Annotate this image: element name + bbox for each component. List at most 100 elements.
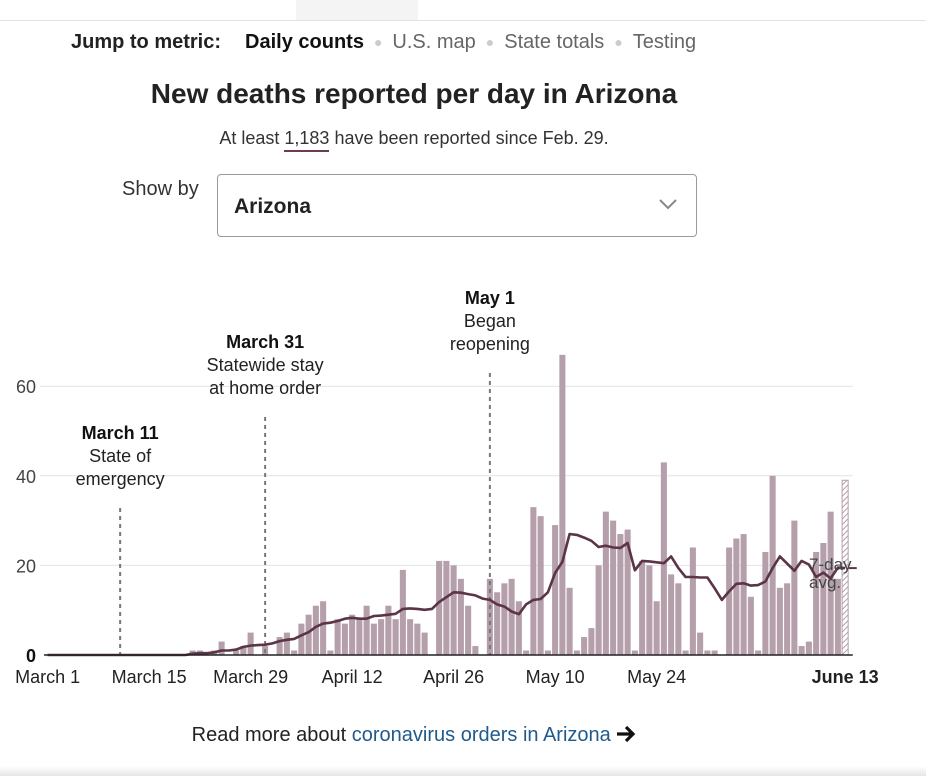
x-tick-label: March 15 xyxy=(112,667,187,687)
annotation-text: emergency xyxy=(76,469,165,489)
bar xyxy=(711,650,718,655)
x-tick-label: June 13 xyxy=(812,667,879,687)
bar xyxy=(747,596,754,655)
bar xyxy=(370,623,377,655)
top-tab-stub xyxy=(296,0,418,20)
orders-link[interactable]: coronavirus orders in Arizona xyxy=(351,724,611,746)
bar xyxy=(682,650,689,655)
bar xyxy=(501,583,508,655)
y-tick-label: 0 xyxy=(26,646,36,666)
bar xyxy=(399,569,406,655)
chevron-down-icon xyxy=(658,197,678,216)
bar xyxy=(457,578,464,655)
nav-item-state-totals[interactable]: State totals xyxy=(504,30,605,53)
arrow-right-icon[interactable] xyxy=(616,724,636,746)
bar xyxy=(327,650,334,655)
bar xyxy=(552,525,559,655)
bar xyxy=(305,614,312,655)
bar xyxy=(733,538,740,655)
chart-title: New deaths reported per day in Arizona xyxy=(150,78,678,109)
bar xyxy=(283,632,290,655)
x-tick-label: April 26 xyxy=(423,667,484,687)
bar xyxy=(414,623,421,655)
bar xyxy=(421,632,428,655)
bar xyxy=(349,614,356,655)
bar xyxy=(704,650,711,655)
bar xyxy=(602,511,609,655)
bar xyxy=(675,583,682,655)
annotation-text: reopening xyxy=(450,334,530,354)
bar xyxy=(791,520,798,655)
bar xyxy=(465,605,472,655)
footer-prefix: Read more about xyxy=(191,724,347,746)
bar xyxy=(697,632,704,655)
bar xyxy=(363,605,370,655)
bar xyxy=(769,475,776,655)
bar xyxy=(813,551,820,655)
bar xyxy=(494,592,501,655)
y-tick-label: 40 xyxy=(16,467,36,487)
bar xyxy=(312,605,319,655)
annotation-text: Statewide stay xyxy=(207,355,324,375)
bar xyxy=(805,641,812,655)
bar xyxy=(689,547,696,655)
region-select-value: Arizona xyxy=(234,195,312,218)
bar xyxy=(356,619,363,655)
bar xyxy=(298,623,305,655)
bar xyxy=(834,578,841,655)
bar xyxy=(740,534,747,655)
nav-item-us-map[interactable]: U.S. map xyxy=(392,30,476,53)
bar xyxy=(559,354,566,655)
bar xyxy=(436,560,443,655)
nav-item-testing[interactable]: Testing xyxy=(632,30,697,53)
y-tick-label: 20 xyxy=(16,556,36,576)
bar xyxy=(530,507,537,655)
footer-read-more: Read more about coronavirus orders in Ar… xyxy=(0,724,828,747)
bar xyxy=(660,462,667,655)
bar xyxy=(247,632,254,655)
x-tick-label: March 1 xyxy=(15,667,80,687)
bar xyxy=(320,601,327,655)
region-select[interactable]: Arizona xyxy=(217,174,697,237)
bar xyxy=(385,605,392,655)
nav-separator: ● xyxy=(614,34,623,50)
metric-nav: Jump to metric: Daily counts ● U.S. map … xyxy=(71,30,696,54)
bar xyxy=(508,578,515,655)
bar xyxy=(407,619,414,655)
show-by-label: Show by xyxy=(122,178,199,200)
bar xyxy=(450,565,457,655)
annotation-text: Began xyxy=(464,311,516,331)
x-tick-label: March 29 xyxy=(213,667,288,687)
bar xyxy=(588,628,595,655)
bar xyxy=(240,646,247,655)
bar xyxy=(595,565,602,655)
annotation-date: May 1 xyxy=(465,288,515,308)
chart-subtitle: At least 1,183 have been reported since … xyxy=(0,128,828,152)
bar xyxy=(776,587,783,655)
bar xyxy=(523,650,530,655)
bar xyxy=(653,601,660,655)
bar xyxy=(573,650,580,655)
x-tick-label: May 24 xyxy=(627,667,686,687)
x-tick-label: May 10 xyxy=(526,667,585,687)
nav-item-daily-counts[interactable]: Daily counts xyxy=(245,30,364,53)
bar xyxy=(624,529,631,655)
bar xyxy=(610,520,617,655)
nav-separator: ● xyxy=(373,34,383,50)
bar xyxy=(566,587,573,655)
avg-label: 7-day xyxy=(809,555,852,574)
bar xyxy=(515,601,522,655)
metric-nav-label: Jump to metric: xyxy=(71,30,222,53)
bar xyxy=(617,534,624,655)
bar xyxy=(334,619,341,655)
bar xyxy=(762,551,769,655)
subtitle-suffix: have been reported since Feb. 29. xyxy=(334,128,609,148)
bar xyxy=(233,650,240,655)
subtitle-prefix: At least xyxy=(219,128,280,148)
bar xyxy=(472,646,479,655)
bar xyxy=(378,619,385,655)
annotation-date: March 11 xyxy=(82,423,159,443)
bar xyxy=(291,650,298,655)
bar xyxy=(544,650,551,655)
bar xyxy=(726,547,733,655)
